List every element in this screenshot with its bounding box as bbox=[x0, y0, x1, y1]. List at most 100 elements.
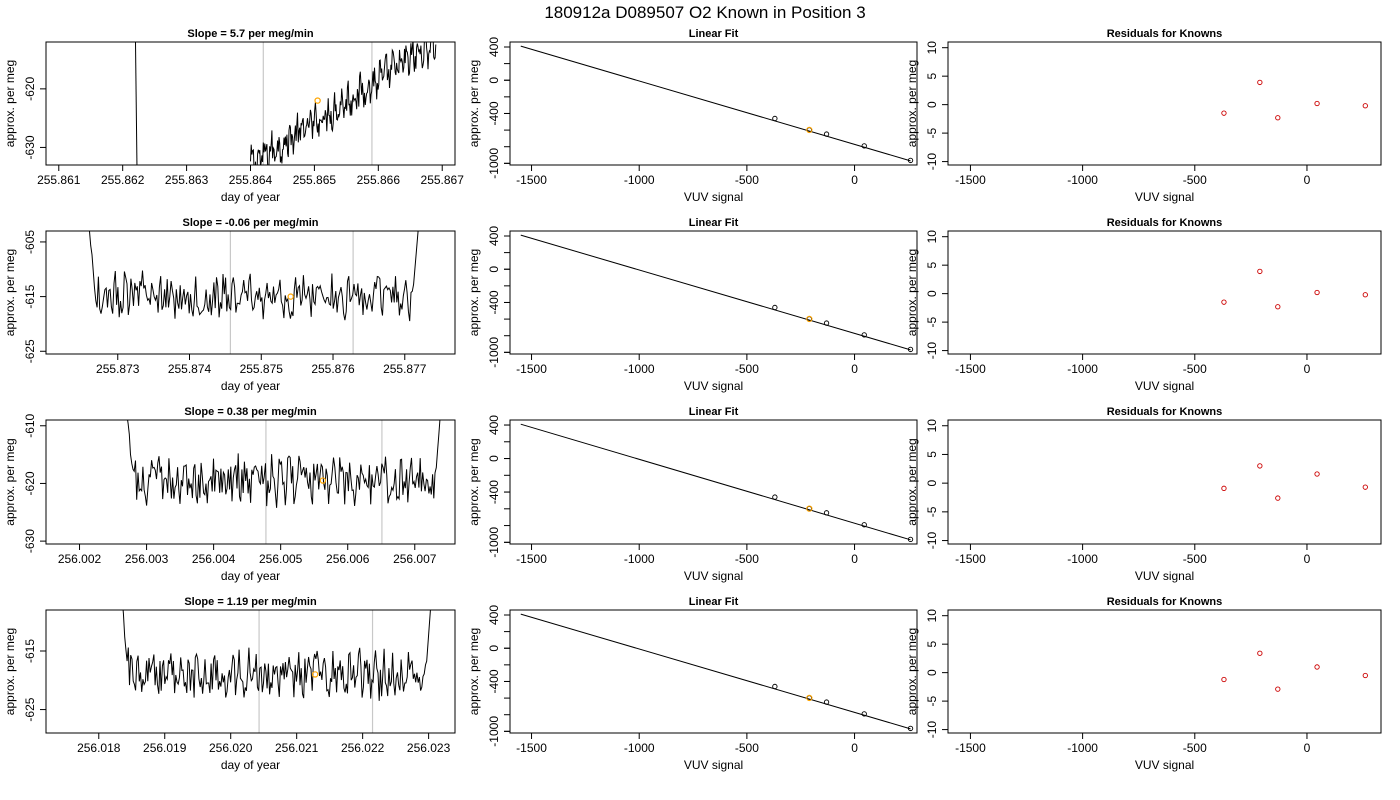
row2-fit-xtick-label: -1000 bbox=[624, 362, 655, 376]
row4-fit-ytick-label: 400 bbox=[487, 605, 501, 625]
row1-slope-xtick-label: 255.867 bbox=[421, 173, 465, 187]
row4-resid-data-point bbox=[1221, 676, 1227, 683]
row4-resid-xtick-label: 0 bbox=[1304, 741, 1311, 755]
row4-slope-xtick-label: 256.021 bbox=[275, 741, 319, 755]
figure-title: 180912a D089507 O2 Known in Position 3 bbox=[544, 3, 865, 22]
row1-resid-data-point bbox=[1362, 103, 1368, 109]
row2-slope-xtick-label: 255.875 bbox=[240, 362, 284, 376]
row4-resid-xtick-label: -1000 bbox=[1067, 741, 1098, 755]
row3-resid-xtick-label: -500 bbox=[1183, 552, 1207, 566]
row3-resid-ytick-label: -10 bbox=[925, 532, 939, 550]
row2-slope-plot-area bbox=[88, 231, 419, 354]
row3-resid-ylabel: approx. per meg bbox=[905, 438, 919, 525]
row3-fit-highlight-point bbox=[806, 505, 813, 512]
row3-slope-plot-area bbox=[127, 420, 441, 544]
row4-resid-ytick-label: -5 bbox=[925, 695, 939, 706]
row1-fit-xtick-label: -1500 bbox=[516, 173, 547, 187]
row1-slope-mean-marker bbox=[314, 97, 321, 104]
row2-fit-fit-line bbox=[520, 234, 911, 351]
row1-slope-trace-spike bbox=[134, 42, 138, 165]
row2-resid-frame bbox=[947, 230, 1382, 355]
row2-fit-xtick-label: 0 bbox=[851, 362, 858, 376]
row3-resid-plot-area bbox=[1221, 463, 1368, 501]
row2-resid-plot-area bbox=[1221, 268, 1368, 310]
row3-fit-data-point bbox=[823, 510, 830, 516]
row2-fit-plot-area bbox=[520, 234, 914, 353]
row2-slope-xtick-label: 255.873 bbox=[96, 362, 140, 376]
row1-fit-data-point bbox=[823, 131, 830, 137]
row3-fit-ytick-label: 400 bbox=[487, 415, 501, 435]
row4-resid-panel: Residuals for Knowns VUV signal approx. pe… bbox=[905, 596, 1382, 772]
row1-fit-panel: Linear Fit VUV signal approx. per meg -1500… bbox=[467, 28, 918, 204]
row4-slope-trace-line bbox=[122, 610, 431, 701]
row3-slope-xlabel: day of year bbox=[221, 569, 280, 583]
row2-slope-ylabel: approx. per meg bbox=[3, 249, 17, 336]
row1-resid-data-point bbox=[1275, 115, 1281, 121]
row3-slope-xtick-label: 256.005 bbox=[259, 552, 303, 566]
row2-resid-ylabel: approx. per meg bbox=[905, 249, 919, 336]
row1-resid-data-point bbox=[1314, 100, 1320, 107]
row1-resid-data-point bbox=[1257, 79, 1263, 86]
row1-slope-xtick-label: 255.861 bbox=[37, 173, 81, 187]
row3-resid-ytick-label: 10 bbox=[925, 419, 939, 433]
row3-fit-data-point bbox=[861, 522, 867, 528]
row4-fit-xtick-label: 0 bbox=[851, 741, 858, 755]
row2-fit-data-point bbox=[861, 332, 867, 338]
row3-fit-fit-line bbox=[520, 423, 911, 541]
row2-fit-ytick-label: 400 bbox=[487, 226, 501, 246]
row4-slope-xtick-label: 256.018 bbox=[77, 741, 121, 755]
row3-slope-ytick-label: -620 bbox=[23, 471, 37, 495]
row3-slope-xtick-label: 256.007 bbox=[393, 552, 437, 566]
row3-slope-ytick-label: -630 bbox=[23, 529, 37, 553]
row2-slope-mean-marker bbox=[287, 293, 294, 300]
row4-fit-fit-line bbox=[520, 613, 911, 730]
row2-fit-frame bbox=[509, 230, 918, 355]
row2-slope-xtick-label: 255.874 bbox=[168, 362, 212, 376]
row4-resid-data-point bbox=[1257, 650, 1263, 656]
row2-resid-xlabel: VUV signal bbox=[1135, 379, 1194, 393]
row2-slope-ytick-label: -605 bbox=[23, 230, 37, 254]
row1-resid-ytick-label: 0 bbox=[925, 101, 939, 108]
row3-slope-xtick-label: 256.003 bbox=[125, 552, 169, 566]
row4-slope-plot-area bbox=[122, 610, 431, 733]
row3-slope-xtick-label: 256.002 bbox=[58, 552, 102, 566]
row3-resid-panel: Residuals for Knowns VUV signal approx. pe… bbox=[905, 406, 1382, 583]
row2-fit-panel: Linear Fit VUV signal approx. per meg -1500… bbox=[467, 217, 918, 393]
row4-resid-ytick-label: 5 bbox=[925, 641, 939, 648]
row3-fit-xtick-label: -500 bbox=[735, 552, 759, 566]
row3-resid-data-point bbox=[1314, 471, 1320, 477]
row2-slope-trace-line bbox=[88, 231, 419, 322]
row4-fit-xtick-label: -1500 bbox=[516, 741, 547, 755]
row3-resid-xtick-label: -1000 bbox=[1067, 552, 1098, 566]
row2-fit-ytick-label: -400 bbox=[487, 290, 501, 314]
row4-fit-title: Linear Fit bbox=[689, 596, 739, 608]
row2-resid-data-point bbox=[1314, 289, 1320, 296]
row1-slope-title: Slope = 5.7 per meg/min bbox=[187, 28, 314, 40]
row3-fit-data-point bbox=[907, 536, 914, 543]
row4-fit-data-point bbox=[907, 725, 914, 732]
row4-fit-data-point bbox=[861, 711, 867, 717]
row3-fit-panel: Linear Fit VUV signal approx. per meg -1500… bbox=[467, 406, 918, 583]
row1-resid-frame bbox=[947, 41, 1382, 166]
row1-fit-xlabel: VUV signal bbox=[684, 190, 743, 204]
row2-resid-xtick-label: -1500 bbox=[955, 362, 986, 376]
row2-resid-title: Residuals for Knowns bbox=[1107, 217, 1223, 229]
row4-slope-panel: Slope = 1.19 per meg/min day of year appro… bbox=[3, 596, 456, 772]
row4-resid-ylabel: approx. per meg bbox=[905, 628, 919, 715]
row2-resid-panel: Residuals for Knowns VUV signal approx. pe… bbox=[905, 217, 1382, 393]
row1-fit-xtick-label: -1000 bbox=[624, 173, 655, 187]
row1-fit-xtick-label: -500 bbox=[735, 173, 759, 187]
row2-fit-xtick-label: -500 bbox=[735, 362, 759, 376]
row3-fit-xtick-label: 0 bbox=[851, 552, 858, 566]
row3-slope-frame bbox=[45, 419, 456, 545]
row1-fit-data-point bbox=[907, 157, 914, 164]
row4-resid-ytick-label: -10 bbox=[925, 721, 939, 739]
row1-slope-ytick-label: -630 bbox=[23, 135, 37, 159]
row2-resid-data-point bbox=[1362, 292, 1368, 298]
row1-resid-ylabel: approx. per meg bbox=[905, 60, 919, 147]
row3-fit-ytick-label: 0 bbox=[487, 455, 501, 462]
row3-resid-xtick-label: -1500 bbox=[955, 552, 986, 566]
row3-fit-xlabel: VUV signal bbox=[684, 569, 743, 583]
row1-resid-xtick-label: -1000 bbox=[1067, 173, 1098, 187]
row2-fit-highlight-point bbox=[806, 315, 813, 323]
